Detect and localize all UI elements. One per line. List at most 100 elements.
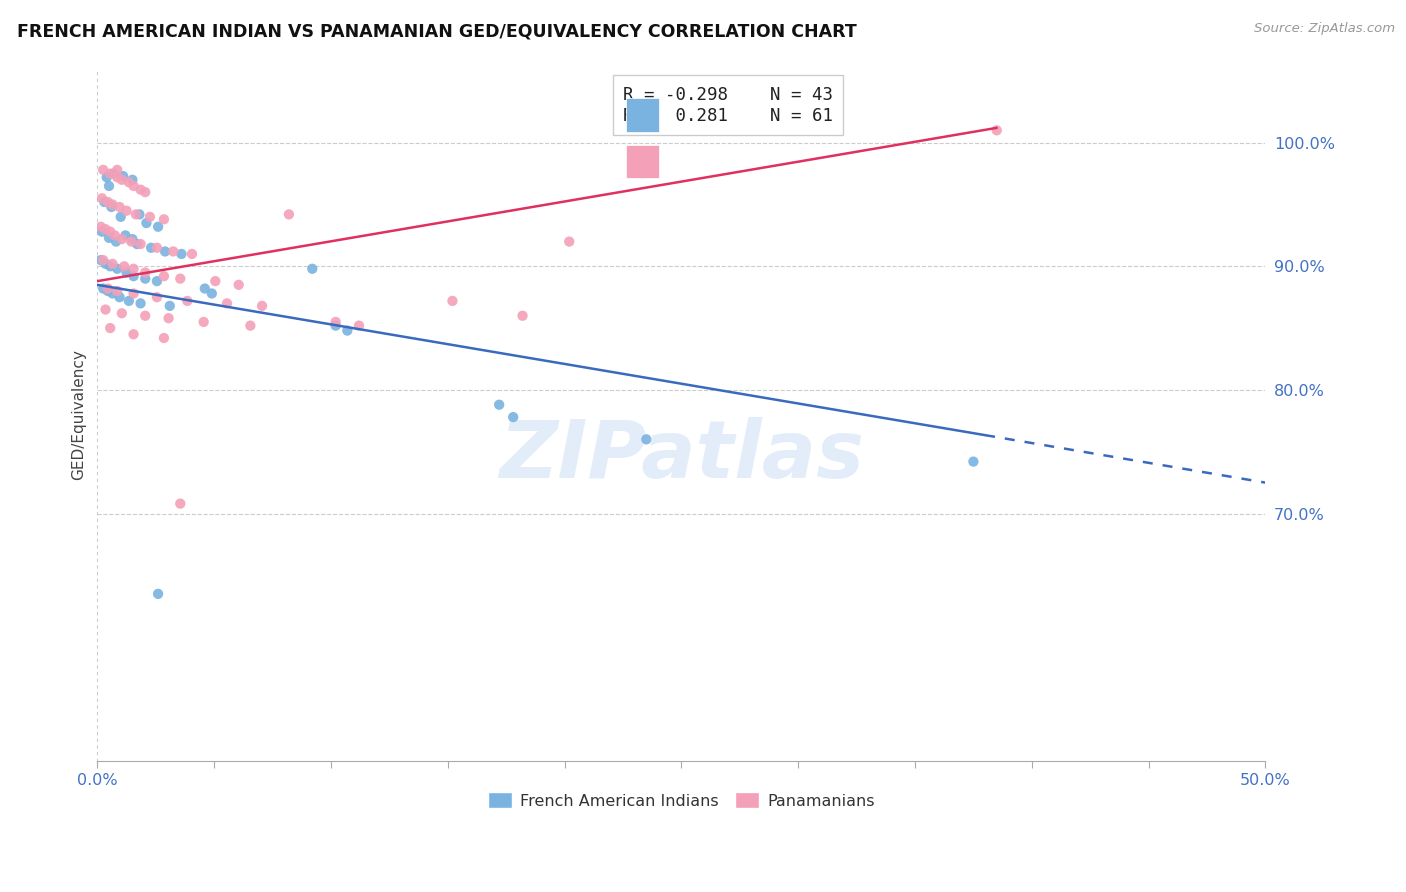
Point [91, 225, 114, 239]
Point [90, 219, 112, 234]
Point [98, 178, 121, 193]
Point [118, 293, 141, 308]
Point [134, 271, 156, 285]
Point [122, 178, 145, 193]
Point [193, 315, 215, 329]
Point [98, 260, 121, 274]
Point [98, 225, 121, 239]
Point [986, 123, 1008, 137]
Point [115, 203, 138, 218]
Point [441, 293, 464, 308]
Point [125, 207, 148, 221]
Point [101, 257, 124, 271]
FancyBboxPatch shape [627, 145, 659, 178]
Point [97, 281, 120, 295]
Point [111, 232, 134, 246]
Point [134, 265, 156, 279]
Point [488, 398, 510, 412]
Point [336, 324, 359, 338]
Point [97, 284, 120, 298]
Point [129, 237, 152, 252]
Text: ZIPatlas: ZIPatlas [499, 417, 863, 495]
Point [91, 191, 114, 205]
Point [135, 216, 157, 230]
Point [159, 299, 181, 313]
Point [128, 207, 150, 221]
Point [139, 210, 162, 224]
Point [169, 497, 191, 511]
Point [122, 261, 145, 276]
Point [105, 284, 128, 298]
Point [146, 219, 169, 234]
Point [115, 265, 138, 279]
Point [122, 286, 145, 301]
Point [170, 247, 193, 261]
Point [228, 277, 250, 292]
Point [122, 327, 145, 342]
Point [512, 309, 534, 323]
Point [114, 228, 136, 243]
Point [94, 302, 117, 317]
Point [176, 293, 198, 308]
FancyBboxPatch shape [627, 98, 659, 131]
Point [134, 185, 156, 199]
Point [153, 244, 176, 259]
Point [162, 244, 184, 259]
Point [347, 318, 370, 333]
Point [250, 299, 273, 313]
Point [91, 281, 114, 295]
Point [146, 241, 169, 255]
Text: FRENCH AMERICAN INDIAN VS PANAMANIAN GED/EQUIVALENCY CORRELATION CHART: FRENCH AMERICAN INDIAN VS PANAMANIAN GED… [17, 22, 856, 40]
Point [91, 253, 114, 268]
Point [105, 170, 128, 185]
Point [111, 173, 134, 187]
Point [239, 318, 262, 333]
Point [146, 587, 169, 601]
Point [153, 212, 176, 227]
Point [134, 309, 156, 323]
Point [110, 210, 132, 224]
Point [101, 286, 124, 301]
Point [96, 170, 118, 185]
Point [97, 194, 120, 209]
Point [105, 261, 128, 276]
Point [94, 257, 117, 271]
Point [153, 331, 176, 345]
Point [129, 296, 152, 310]
Point [93, 194, 115, 209]
Point [121, 232, 143, 246]
Point [111, 306, 134, 320]
Text: Source: ZipAtlas.com: Source: ZipAtlas.com [1254, 22, 1395, 36]
Point [558, 235, 581, 249]
Point [118, 175, 141, 189]
Point [125, 237, 148, 252]
Point [204, 274, 226, 288]
Point [104, 228, 127, 243]
Point [215, 296, 238, 310]
Point [98, 321, 121, 335]
Point [98, 167, 121, 181]
Point [181, 247, 204, 261]
Point [139, 241, 162, 255]
Point [636, 433, 658, 447]
Point [100, 200, 122, 214]
Point [105, 162, 128, 177]
Point [103, 167, 125, 181]
Point [108, 200, 131, 214]
Point [120, 235, 142, 249]
Point [962, 454, 984, 468]
Point [201, 286, 224, 301]
Point [112, 260, 135, 274]
Legend: French American Indians, Panamanians: French American Indians, Panamanians [482, 786, 880, 815]
Point [169, 271, 191, 285]
Point [325, 315, 347, 329]
Y-axis label: GED/Equivalency: GED/Equivalency [72, 349, 86, 480]
Point [112, 169, 135, 183]
Point [90, 253, 112, 268]
Point [146, 290, 169, 304]
Point [301, 261, 323, 276]
Point [105, 235, 128, 249]
Point [502, 410, 524, 425]
Point [101, 197, 124, 211]
Point [157, 311, 180, 326]
